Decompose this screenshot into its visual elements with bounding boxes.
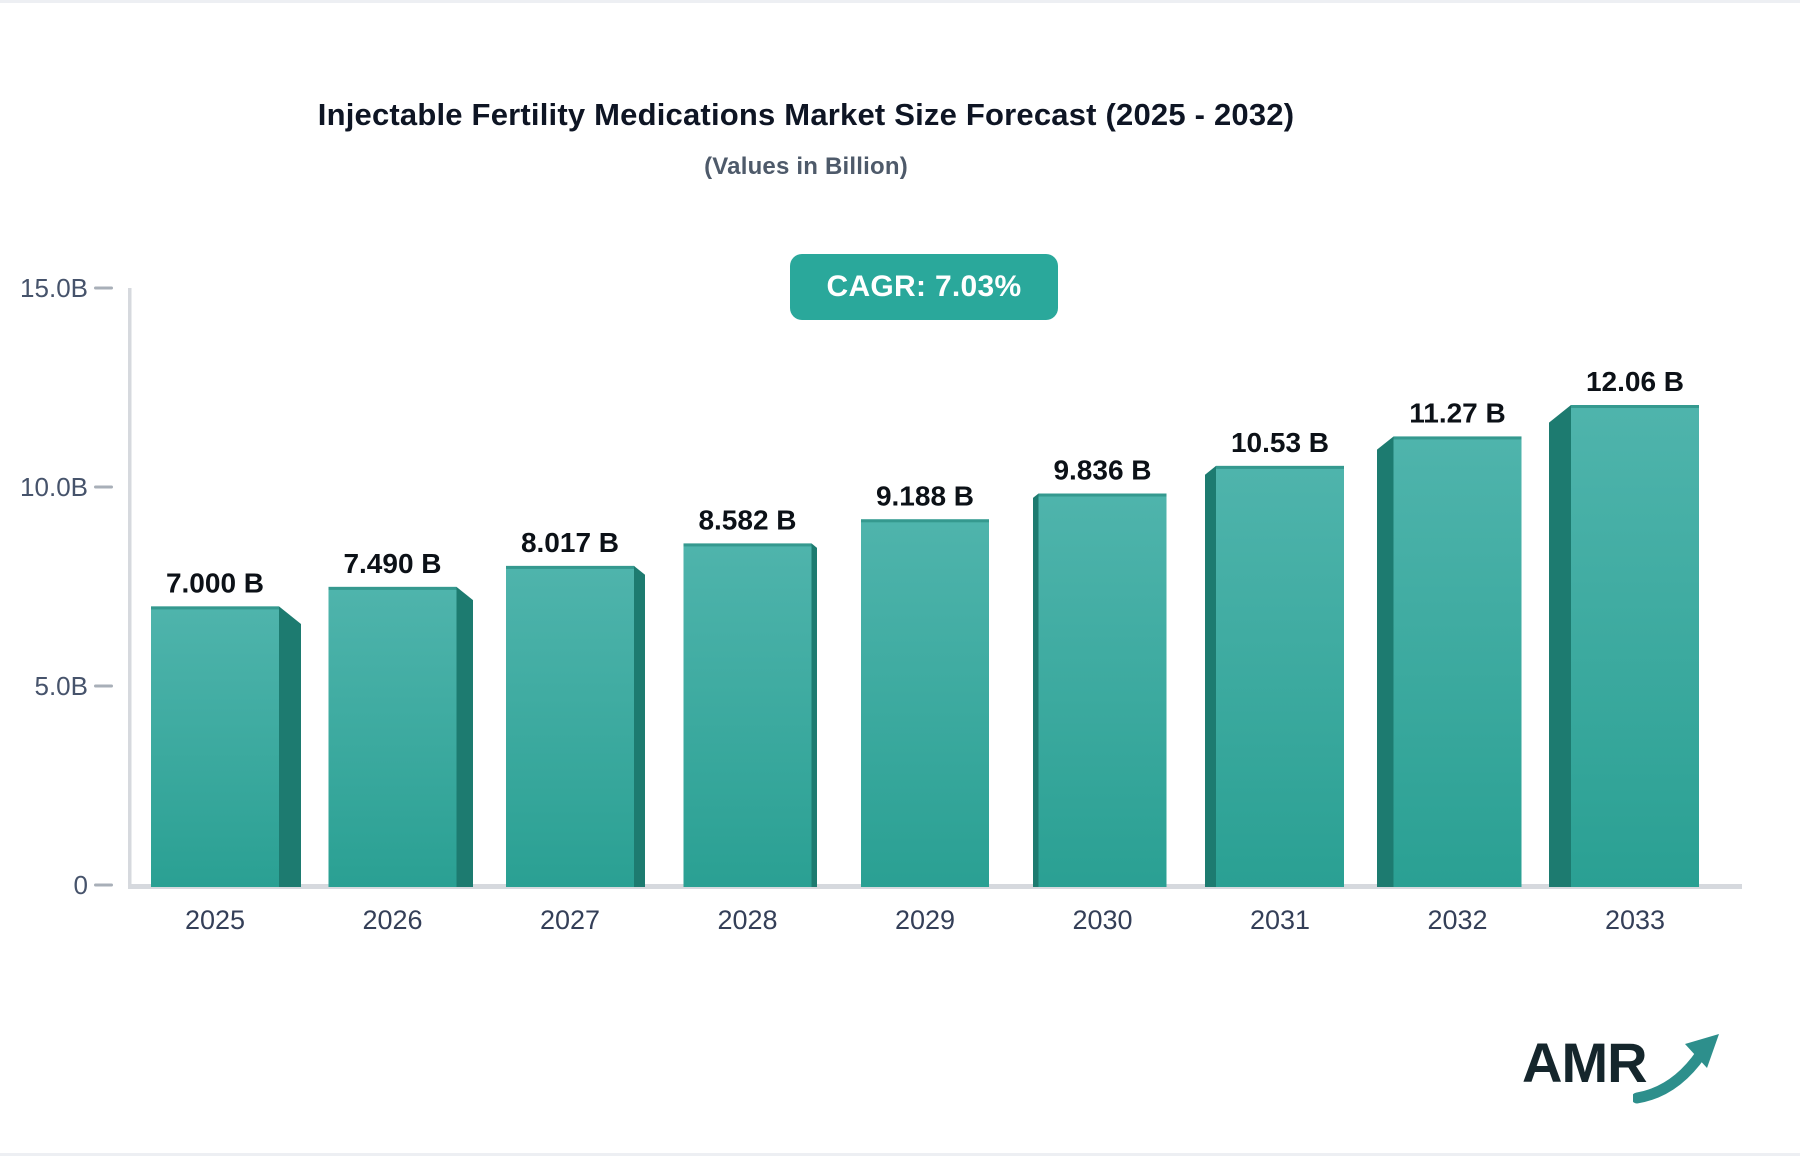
- x-tick-label: 2027: [540, 905, 600, 935]
- x-tick-label: 2029: [895, 905, 955, 935]
- y-tick-label: 5.0B: [35, 671, 89, 701]
- y-tick-label: 0: [74, 870, 88, 900]
- bar-value-label: 8.017 B: [521, 527, 619, 558]
- bar-2032: [1393, 436, 1522, 887]
- y-tick-mark: [94, 883, 113, 887]
- x-tick-label: 2031: [1250, 905, 1310, 935]
- bar-side-face: [811, 543, 817, 887]
- amr-logo-text: AMR: [1522, 1031, 1648, 1094]
- chart-header: Injectable Fertility Medications Market …: [156, 96, 1456, 181]
- bar-side-face: [456, 586, 473, 887]
- bar-top-edge: [1038, 493, 1167, 497]
- bar-value-label: 8.582 B: [698, 504, 796, 535]
- bar-side-face: [1377, 436, 1394, 887]
- bar-2030: [1038, 493, 1167, 887]
- bar-side-face: [1033, 493, 1039, 887]
- page-top-border: [0, 0, 1800, 3]
- page-bottom-border: [0, 1153, 1800, 1156]
- bar-top-edge: [328, 586, 457, 590]
- bar-value-label: 11.27 B: [1409, 397, 1506, 428]
- x-tick-label: 2028: [717, 905, 777, 935]
- bar-2033: [1571, 405, 1699, 887]
- x-tick-label: 2026: [362, 905, 422, 935]
- chart-title: Injectable Fertility Medications Market …: [317, 97, 1295, 132]
- bar-2031: [1216, 465, 1344, 887]
- bar-2027: [506, 565, 634, 887]
- bar-side-face: [634, 565, 645, 887]
- bar-2025: [151, 606, 279, 887]
- bar-top-edge: [1571, 405, 1699, 409]
- y-tick-label: 15.0B: [20, 273, 88, 303]
- bar-top-edge: [151, 606, 279, 610]
- cagr-badge: CAGR: 7.03%: [790, 254, 1058, 320]
- amr-logo: AMR: [1522, 1022, 1725, 1104]
- bar-side-face: [1549, 405, 1571, 887]
- bar-value-label: 10.53 B: [1231, 427, 1329, 458]
- chart-subtitle: (Values in Billion): [704, 152, 908, 180]
- y-tick-mark: [94, 684, 113, 688]
- growth-arrow-icon: [1632, 1034, 1719, 1104]
- cagr-badge-label: CAGR: 7.03%: [826, 270, 1022, 303]
- bar-value-label: 12.06 B: [1586, 366, 1684, 397]
- bar-2028: [683, 543, 812, 887]
- bar-2029: [861, 519, 989, 887]
- bar-top-edge: [683, 543, 812, 547]
- bar-side-face: [1205, 465, 1216, 887]
- x-tick-label: 2032: [1427, 905, 1487, 935]
- x-tick-label: 2033: [1605, 905, 1665, 935]
- bar-top-edge: [506, 565, 634, 569]
- bar-value-label: 7.000 B: [166, 567, 264, 598]
- bar-value-label: 9.188 B: [876, 480, 974, 511]
- bar-side-face: [279, 606, 301, 887]
- bar-top-edge: [1216, 465, 1344, 469]
- x-tick-label: 2025: [185, 905, 245, 935]
- y-axis-line: [128, 288, 132, 889]
- y-tick-label: 10.0B: [20, 472, 88, 502]
- bar-2026: [328, 586, 457, 887]
- bar-value-label: 7.490 B: [343, 548, 441, 579]
- y-tick-mark: [94, 286, 113, 290]
- bar-value-label: 9.836 B: [1053, 455, 1151, 486]
- bar-top-edge: [861, 519, 989, 523]
- bar-top-edge: [1393, 436, 1522, 440]
- y-tick-mark: [94, 485, 113, 489]
- x-tick-label: 2030: [1072, 905, 1132, 935]
